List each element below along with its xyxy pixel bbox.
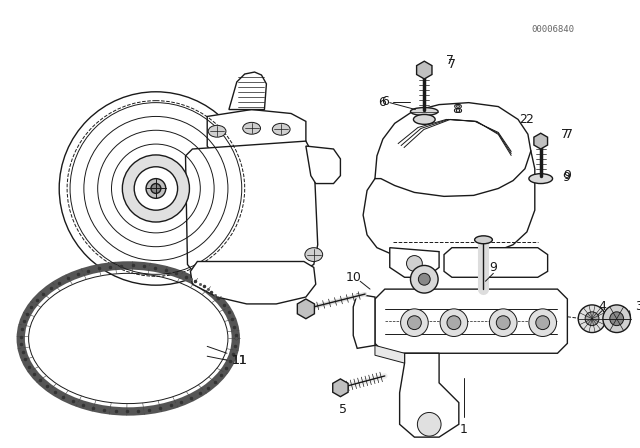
Polygon shape xyxy=(229,72,266,110)
Text: 9: 9 xyxy=(563,169,572,182)
Text: 11: 11 xyxy=(232,353,248,366)
Text: 1: 1 xyxy=(460,423,468,436)
Circle shape xyxy=(440,309,468,336)
Circle shape xyxy=(529,309,557,336)
Polygon shape xyxy=(186,141,317,277)
Ellipse shape xyxy=(19,263,238,414)
Polygon shape xyxy=(375,103,531,196)
Text: 6: 6 xyxy=(378,96,386,109)
Circle shape xyxy=(151,184,161,194)
Ellipse shape xyxy=(410,108,438,116)
Ellipse shape xyxy=(585,312,599,326)
Polygon shape xyxy=(375,289,568,353)
Ellipse shape xyxy=(578,305,606,332)
Circle shape xyxy=(60,92,253,285)
Circle shape xyxy=(419,273,430,285)
Circle shape xyxy=(122,155,189,222)
Polygon shape xyxy=(333,379,348,396)
Text: 10: 10 xyxy=(346,271,361,284)
Text: 7: 7 xyxy=(446,54,454,67)
Polygon shape xyxy=(399,353,459,437)
Polygon shape xyxy=(207,110,306,153)
Circle shape xyxy=(408,316,421,330)
Circle shape xyxy=(401,309,428,336)
Circle shape xyxy=(447,316,461,330)
Polygon shape xyxy=(298,299,314,319)
Ellipse shape xyxy=(273,123,290,135)
Text: 2: 2 xyxy=(519,113,527,126)
Text: 00006840: 00006840 xyxy=(531,25,574,34)
Circle shape xyxy=(490,309,517,336)
Ellipse shape xyxy=(475,236,492,244)
Circle shape xyxy=(497,316,510,330)
Polygon shape xyxy=(191,262,316,304)
Text: 7: 7 xyxy=(565,128,573,141)
Text: 9: 9 xyxy=(563,171,570,184)
Polygon shape xyxy=(306,146,340,184)
Text: 2: 2 xyxy=(525,113,533,126)
Polygon shape xyxy=(375,345,404,363)
Ellipse shape xyxy=(208,125,226,137)
Text: 9: 9 xyxy=(490,261,497,274)
Text: 5: 5 xyxy=(339,403,348,416)
Polygon shape xyxy=(534,133,548,149)
Circle shape xyxy=(406,255,422,271)
Text: 7: 7 xyxy=(448,58,456,71)
Circle shape xyxy=(134,167,178,210)
Ellipse shape xyxy=(413,115,435,125)
Text: 6: 6 xyxy=(381,95,388,108)
Circle shape xyxy=(610,312,623,326)
Text: 8: 8 xyxy=(452,103,460,116)
Ellipse shape xyxy=(529,174,552,184)
Text: 3: 3 xyxy=(636,301,640,314)
Ellipse shape xyxy=(305,248,323,262)
Text: 8: 8 xyxy=(454,103,462,116)
Polygon shape xyxy=(390,248,439,277)
Polygon shape xyxy=(444,248,548,277)
Circle shape xyxy=(410,266,438,293)
Polygon shape xyxy=(417,61,432,79)
Circle shape xyxy=(417,413,441,436)
Text: 4: 4 xyxy=(598,301,606,314)
Polygon shape xyxy=(353,294,375,349)
Text: 7: 7 xyxy=(561,128,570,141)
Circle shape xyxy=(603,305,630,332)
Ellipse shape xyxy=(243,122,260,134)
Text: 11: 11 xyxy=(232,353,248,366)
Circle shape xyxy=(536,316,550,330)
Circle shape xyxy=(146,179,166,198)
